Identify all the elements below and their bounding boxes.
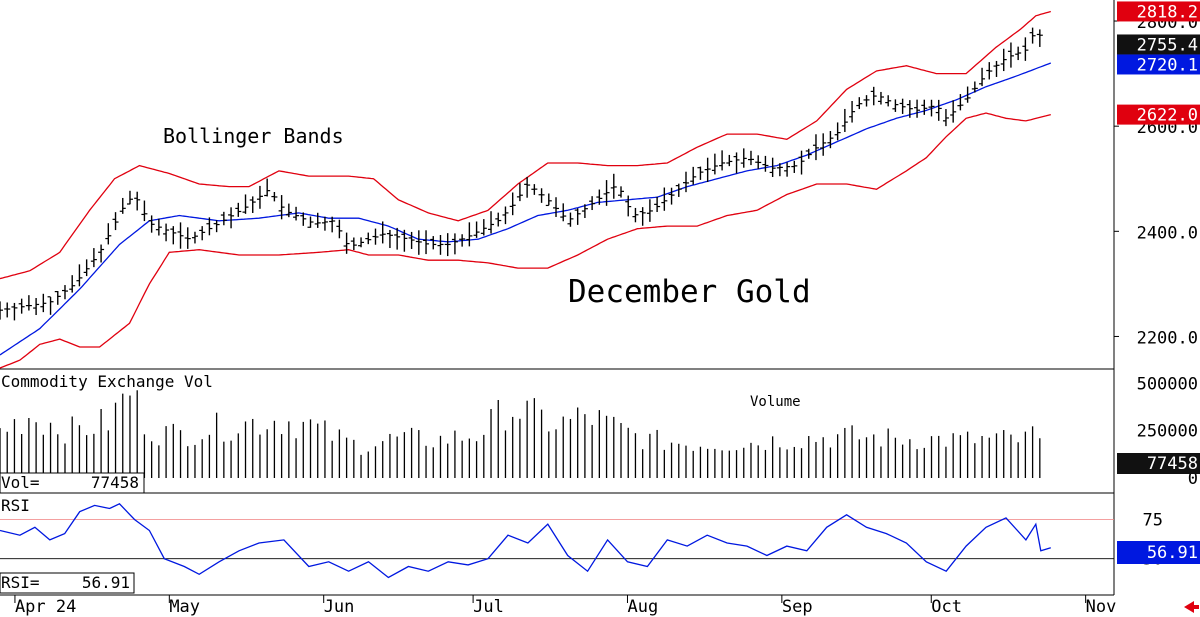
- volume-panel-title: Commodity Exchange Vol: [1, 372, 213, 391]
- volume-readout-box: [0, 472, 145, 494]
- month-axis-tick-label: Sep: [782, 597, 813, 617]
- rsi-last-tag-value: 56.91: [1147, 543, 1198, 563]
- middle-bollinger-band: [0, 62, 1052, 356]
- volume-axis-tick-label: 250000: [1137, 422, 1198, 442]
- scroll-left-arrow-icon[interactable]: [1184, 601, 1199, 613]
- volume-readout-value: 77458: [91, 473, 139, 492]
- price-tag-last: [1117, 34, 1200, 55]
- volume-axis-tick-label: 500000: [1137, 374, 1198, 394]
- price-tag-lower-value: 2622.0: [1137, 106, 1198, 126]
- rsi-last-tag: [1117, 541, 1200, 564]
- volume-axis-tick-label: 0: [1188, 469, 1198, 489]
- price-panel: Bollinger Bands December Gold 2200.0 2400…: [0, 1, 1200, 369]
- month-axis-tick-label: Aug: [627, 597, 658, 617]
- price-tag-upper-value: 2818.2: [1137, 2, 1198, 22]
- price-tag-lower: [1117, 104, 1200, 125]
- lower-band-line: [0, 112, 1051, 369]
- rsi-series-line: [0, 503, 1051, 579]
- month-axis-tick-label: Jul: [473, 597, 504, 617]
- volume-last-tag-value: 77458: [1147, 454, 1198, 474]
- lower-bollinger-band: [0, 112, 1051, 369]
- rsi-panel: RSI 7550 RSI= 56.91 56.91: [0, 496, 1200, 594]
- month-axis-tick-label: May: [169, 597, 200, 617]
- price-ohlc-bars: [0, 27, 1043, 321]
- month-axis-tick-label: Apr 24: [15, 597, 76, 617]
- volume-label: Volume: [750, 394, 801, 410]
- volume-axis: 500000 250000 0: [1137, 374, 1198, 489]
- volume-bars: [0, 390, 1041, 478]
- month-axis-tick-label: Nov: [1086, 597, 1117, 617]
- volume-readout-label: Vol=: [1, 473, 40, 492]
- rsi-readout-box: [0, 572, 135, 594]
- price-tag-middle: [1117, 54, 1200, 75]
- price-tag-last-value: 2755.4: [1137, 35, 1198, 55]
- price-tag-upper: [1117, 1, 1200, 22]
- rsi-guide-lines: [0, 519, 1114, 560]
- rsi-line: [0, 503, 1051, 579]
- rsi-readout-label: RSI=: [1, 573, 40, 592]
- upper-band-line: [0, 10, 1051, 280]
- chart-frame: [0, 0, 1115, 596]
- upper-bollinger-band: [0, 10, 1051, 280]
- price-axis-tick-label: 2200.0: [1137, 328, 1198, 348]
- month-axis: Apr 24 May Jun Jul Aug Sep Oct Nov: [14, 595, 1117, 617]
- volume-last-tag: [1117, 453, 1200, 474]
- chart-title: December Gold: [568, 274, 811, 310]
- volume-panel: Commodity Exchange Vol Volume 500000 2500…: [0, 372, 1200, 494]
- month-axis-tick-label: Jun: [324, 597, 355, 617]
- rsi-axis-tick-label: 75: [1143, 511, 1163, 531]
- middle-band-line: [0, 62, 1052, 356]
- rsi-readout-value: 56.91: [82, 573, 130, 592]
- bollinger-bands-annotation: Bollinger Bands: [163, 124, 344, 148]
- month-axis-tick-label: Oct: [931, 597, 962, 617]
- price-axis-tick-label: 2400.0: [1137, 223, 1198, 243]
- rsi-panel-title: RSI: [1, 496, 30, 515]
- price-tag-middle-value: 2720.1: [1137, 55, 1198, 75]
